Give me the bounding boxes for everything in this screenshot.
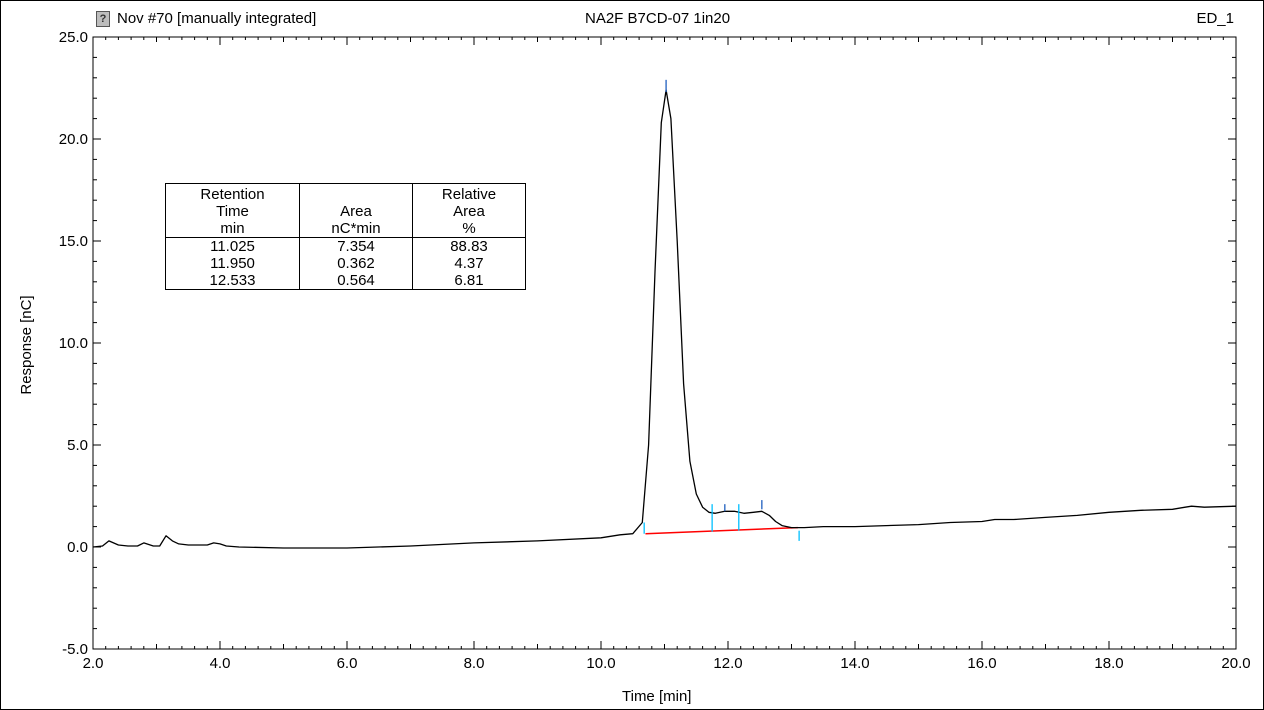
y-axis: -5.0 0.0 5.0 10.0 15.0 20.0 25.0 — [59, 29, 1236, 658]
x-tick-label: 6.0 — [337, 655, 358, 672]
document-icon: ? — [96, 11, 110, 27]
trace-layer — [92, 89, 1237, 549]
table-cell: 11.025 — [165, 237, 300, 255]
baseline-layer — [645, 526, 798, 535]
table-cell: 4.37 — [412, 255, 526, 272]
header-line: min — [220, 220, 245, 237]
header-line: Retention — [200, 186, 265, 203]
sample-name: NA2F B7CD-07 1in20 — [585, 10, 731, 27]
x-tick-label: 10.0 — [586, 655, 615, 672]
header-area: Area nC*min — [299, 183, 413, 238]
header-line: Area — [340, 203, 372, 220]
y-tick-label: 5.0 — [67, 437, 88, 454]
table-cell: 12.533 — [165, 272, 300, 290]
y-tick-label: 10.0 — [59, 335, 88, 352]
marker-layer — [643, 79, 800, 541]
table-cell: 11.950 — [165, 255, 300, 272]
chromatogram-trace — [92, 89, 1237, 549]
table-cell: 88.83 — [412, 237, 526, 255]
x-tick-label: 16.0 — [967, 655, 996, 672]
header-line: Relative — [441, 186, 497, 203]
x-tick-label: 20.0 — [1221, 655, 1250, 672]
header-line: Time — [216, 203, 249, 220]
table-row: 11.950 0.362 4.37 — [165, 255, 526, 272]
header-line: Area — [453, 203, 485, 220]
table-row: 11.025 7.354 88.83 — [165, 237, 526, 255]
table-cell: 6.81 — [412, 272, 526, 290]
x-tick-label: 8.0 — [464, 655, 485, 672]
header-retention-time: Retention Time min — [165, 183, 300, 238]
table-cell: 0.564 — [299, 272, 413, 290]
y-axis-label: Response [nC] — [18, 295, 35, 395]
header-line: nC*min — [331, 220, 381, 237]
y-tick-label: -5.0 — [62, 641, 88, 658]
sample-title: Nov #70 [manually integrated] — [117, 10, 317, 27]
table-cell: 0.362 — [299, 255, 413, 272]
x-tick-label: 4.0 — [210, 655, 231, 672]
peak-results-table: Retention Time min Area nC*min Relative … — [165, 183, 526, 290]
table-row: 12.533 0.564 6.81 — [165, 272, 526, 290]
x-tick-label: 18.0 — [1094, 655, 1123, 672]
table-header-row: Retention Time min Area nC*min Relative … — [165, 183, 526, 238]
y-tick-label: 0.0 — [67, 539, 88, 556]
y-tick-label: 15.0 — [59, 233, 88, 250]
x-tick-label: 2.0 — [83, 655, 104, 672]
plot-area — [92, 36, 1237, 650]
x-tick-label: 14.0 — [840, 655, 869, 672]
integration-baseline — [645, 526, 798, 535]
table-cell: 7.354 — [299, 237, 413, 255]
x-axis-label: Time [min] — [622, 688, 692, 705]
x-tick-label: 12.0 — [713, 655, 742, 672]
header-line: % — [462, 220, 476, 237]
y-tick-label: 20.0 — [59, 131, 88, 148]
detector-name: ED_1 — [1196, 10, 1234, 27]
y-tick-label: 25.0 — [59, 29, 88, 46]
x-axis: 2.0 4.0 6.0 8.0 10.0 12.0 14.0 16.0 18.0 20.0 — [83, 37, 1251, 672]
header-relative-area: Relative Area % — [412, 183, 526, 238]
